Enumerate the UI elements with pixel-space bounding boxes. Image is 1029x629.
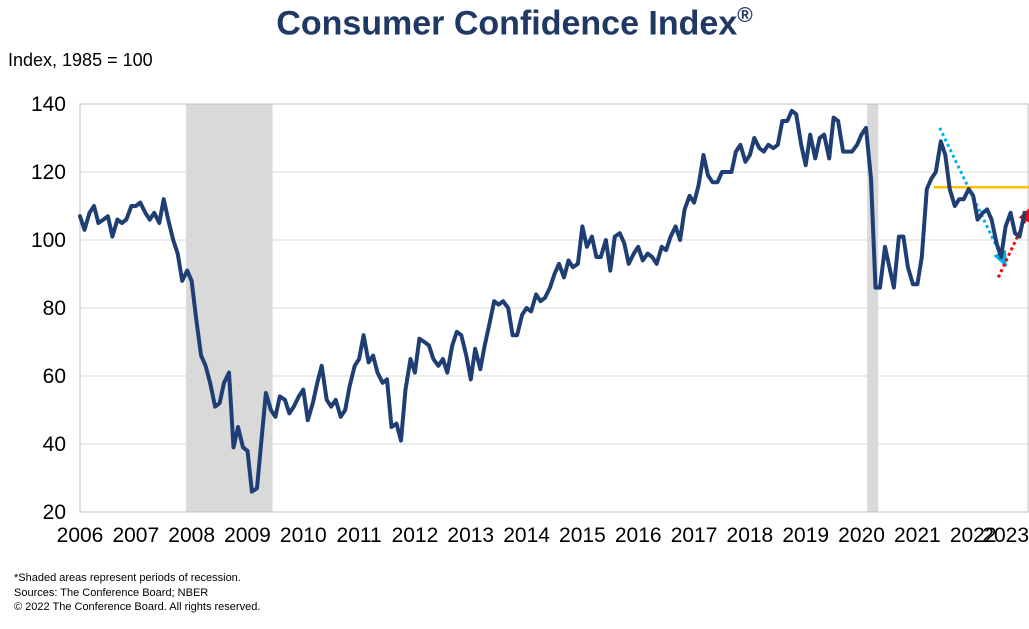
- y-tick-60: 60: [43, 365, 66, 388]
- x-tick-2009: 2009: [224, 524, 271, 547]
- y-tick-40: 40: [43, 433, 66, 456]
- x-tick-2016: 2016: [615, 524, 662, 547]
- y-axis-label: Index, 1985 = 100: [8, 50, 153, 70]
- up-trend-arrow-line: [996, 208, 1029, 279]
- x-tick-labels: 2006 2007 2008 2009 2010 2011 2012 2013 2014 2015…: [57, 524, 1029, 547]
- chart-title: Consumer Confidence Index®: [0, 4, 1029, 43]
- y-tick-20: 20: [43, 501, 66, 524]
- x-tick-2012: 2012: [392, 524, 439, 547]
- chart-title-text: Consumer Confidence Index: [276, 4, 738, 43]
- footnote-sources: Sources: The Conference Board; NBER: [14, 587, 209, 599]
- x-tick-2010: 2010: [280, 524, 327, 547]
- x-tick-2008: 2008: [168, 524, 215, 547]
- y-tick-100: 100: [31, 229, 66, 252]
- y-tick-120: 120: [31, 161, 66, 184]
- y-tick-80: 80: [43, 297, 66, 320]
- plot-frame: [79, 103, 1029, 513]
- y-tick-140: 140: [31, 93, 66, 116]
- x-tick-2014: 2014: [503, 524, 550, 547]
- grid-lines: [80, 171, 1029, 445]
- x-tick-2020: 2020: [838, 524, 885, 547]
- x-tick-2011: 2011: [337, 524, 382, 547]
- x-tick-2018: 2018: [727, 524, 774, 547]
- x-tick-2019: 2019: [782, 524, 829, 547]
- footnote-copyright: © 2022 The Conference Board. All rights …: [14, 601, 261, 613]
- footnote-recession: *Shaded areas represent periods of reces…: [14, 572, 241, 584]
- series-line-consumer-confidence: [78, 108, 1027, 494]
- x-tick-2023: 2023: [982, 524, 1029, 547]
- x-tick-2006: 2006: [57, 524, 104, 547]
- x-tick-2015: 2015: [559, 524, 606, 547]
- y-tick-labels: 140 120 100 80 60 40 20: [31, 93, 66, 524]
- x-tick-2021: 2021: [894, 524, 941, 547]
- x-tick-2022: 2022: [950, 524, 997, 547]
- x-tick-2017: 2017: [671, 524, 718, 547]
- registered-mark: ®: [737, 4, 753, 27]
- x-tick-2013: 2013: [447, 524, 494, 547]
- x-tick-2007: 2007: [112, 524, 159, 547]
- annotations: [934, 127, 1029, 279]
